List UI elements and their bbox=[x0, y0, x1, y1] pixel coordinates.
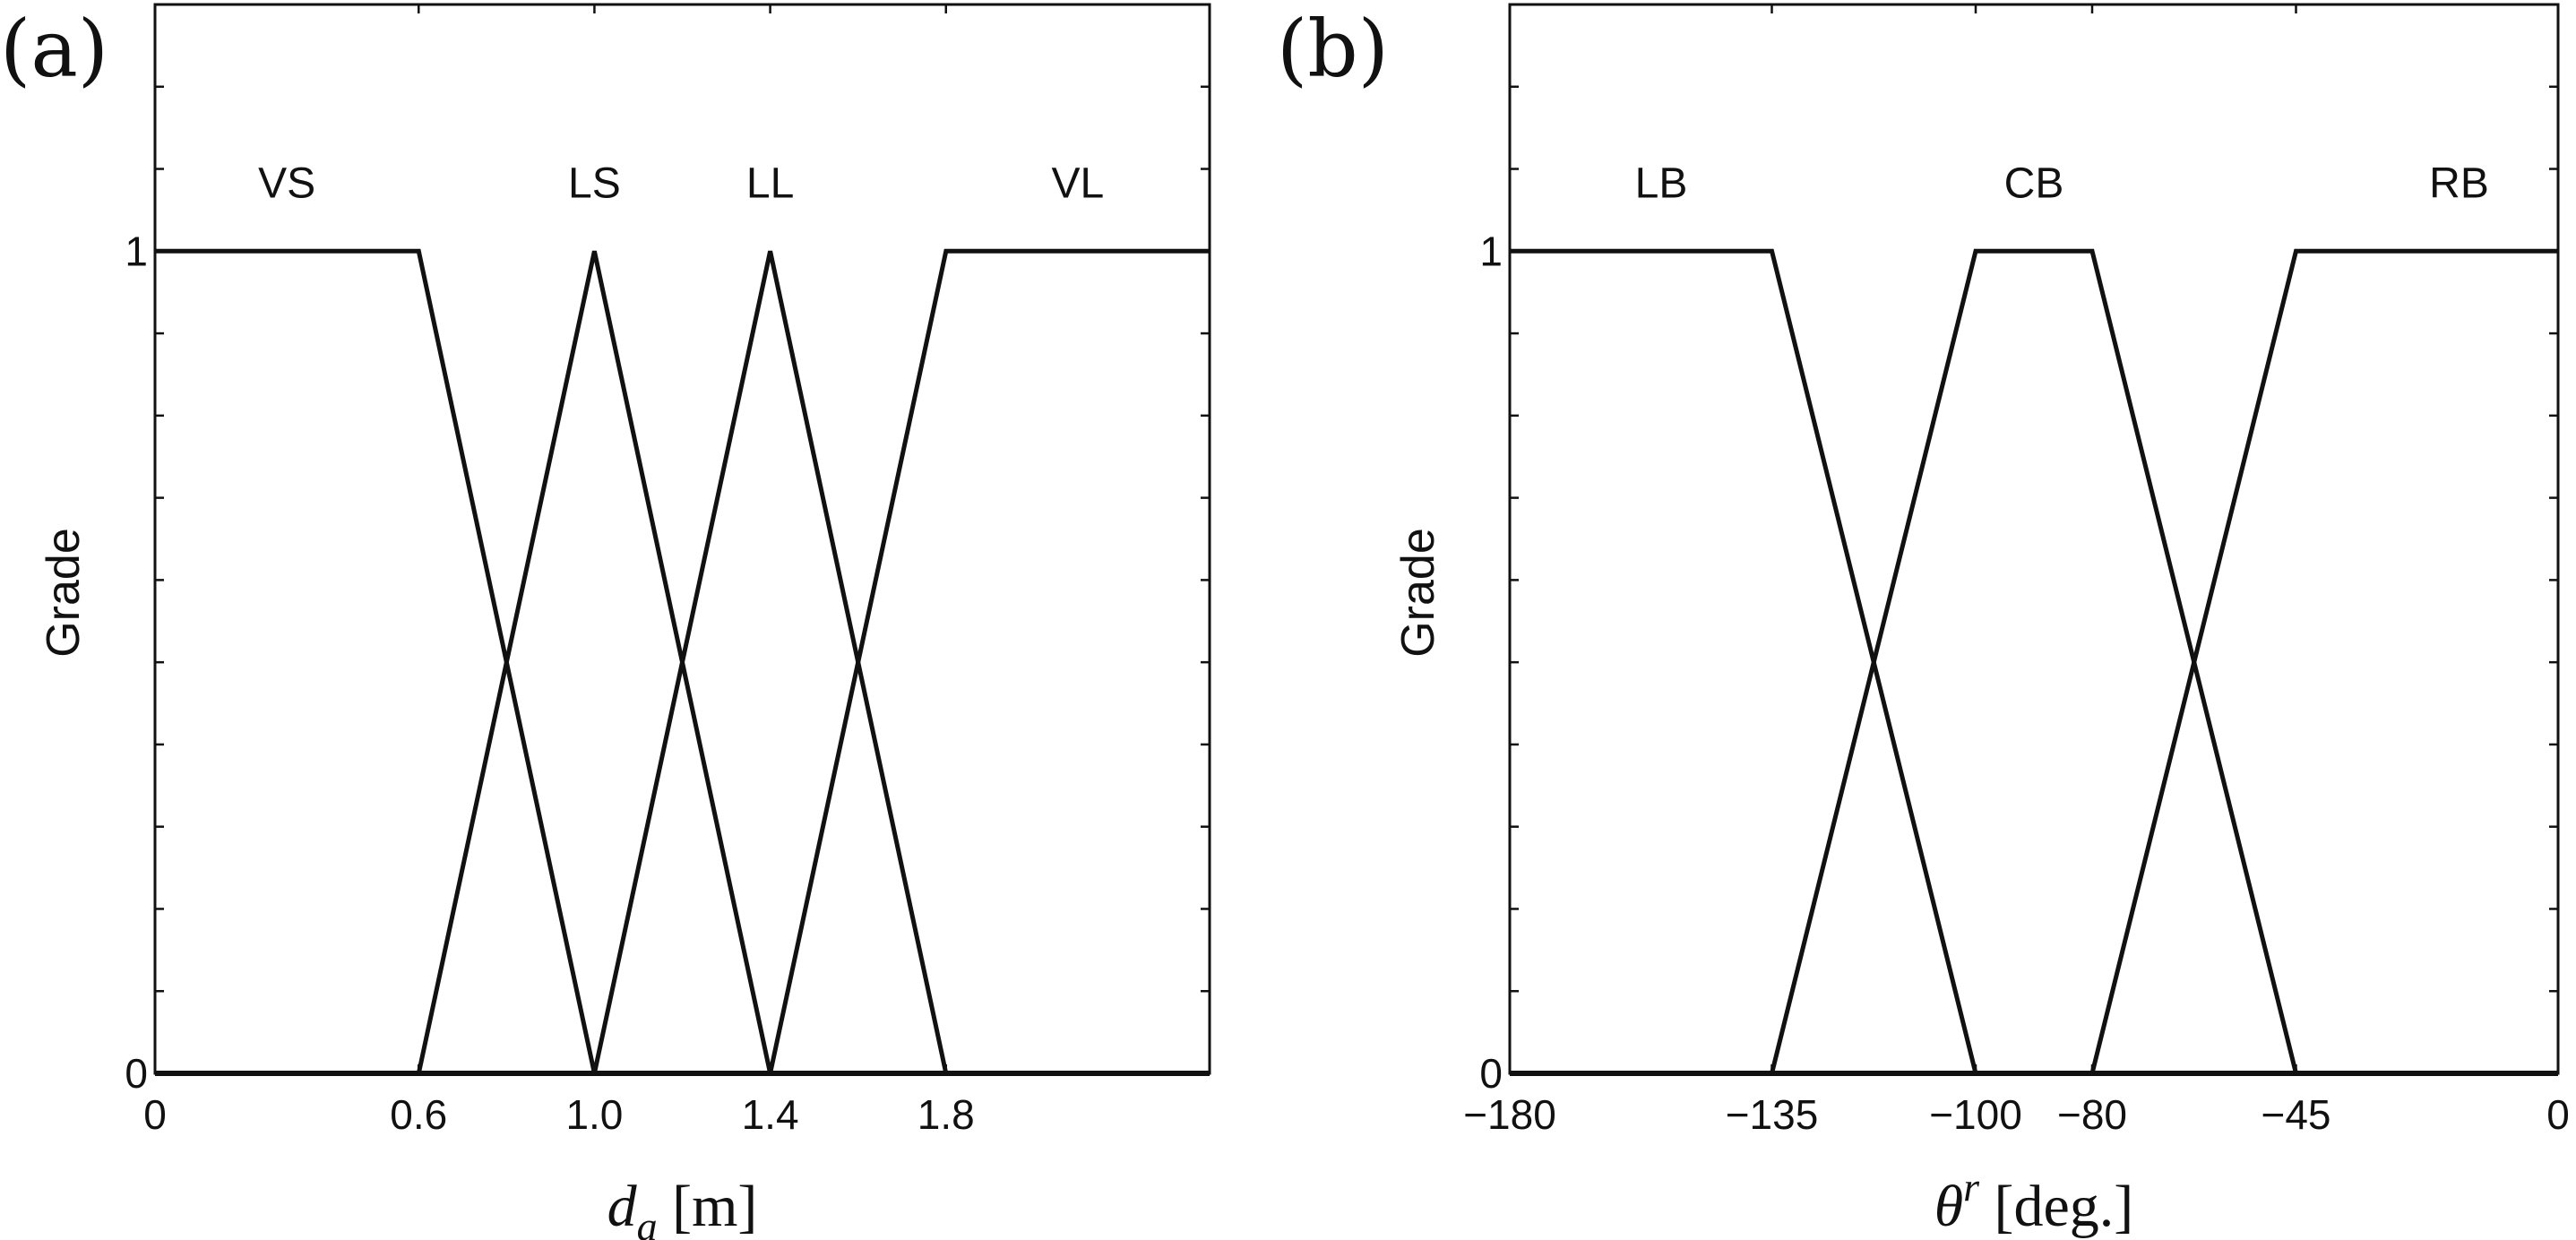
membership-cb bbox=[1510, 248, 2558, 1076]
set-label-ls: LS bbox=[568, 159, 621, 207]
panel-a-distance-membership: (a) 0 0.6 1.0 1.4 1.8 0 1 Grade da [m] VS LS LL VL bbox=[0, 3, 1211, 1240]
x-tick-label: 0.6 bbox=[390, 1091, 447, 1138]
set-label-ll: LL bbox=[746, 159, 794, 207]
membership-vl bbox=[155, 248, 1210, 1076]
set-label-vs: VS bbox=[258, 159, 315, 207]
x-tick-label: 0 bbox=[2546, 1091, 2570, 1138]
x-tick-label: −100 bbox=[1929, 1091, 2022, 1138]
x-tick-label: −80 bbox=[2057, 1091, 2127, 1138]
x-tick-label: −45 bbox=[2261, 1091, 2330, 1138]
panel-letter: (b) bbox=[1277, 3, 1389, 95]
membership-ll bbox=[155, 250, 1210, 1076]
y-tick-label: 1 bbox=[1479, 228, 1503, 274]
x-tick-label: −135 bbox=[1726, 1091, 1819, 1138]
membership-lb bbox=[1510, 248, 2558, 1076]
set-label-cb: CB bbox=[2004, 159, 2064, 207]
set-label-rb: RB bbox=[2429, 159, 2489, 207]
x-tick-label: −180 bbox=[1463, 1091, 1556, 1138]
x-axis-title: θr [deg.] bbox=[1934, 1164, 2134, 1239]
x-tick-label: 1.4 bbox=[742, 1091, 799, 1138]
x-tick-label: 1.8 bbox=[918, 1091, 975, 1138]
panel-letter: (a) bbox=[0, 3, 108, 95]
y-axis-title: Grade bbox=[1392, 528, 1444, 658]
set-label-lb: LB bbox=[1635, 159, 1688, 207]
set-label-vl: VL bbox=[1052, 159, 1105, 207]
y-tick-label: 0 bbox=[1479, 1050, 1503, 1097]
x-tick-label: 0 bbox=[143, 1091, 167, 1138]
panel-b-angle-membership: (b) −180 −135 −100 −80 −45 0 0 1 Grade θr [deg.] LB… bbox=[1277, 3, 2570, 1239]
y-tick-label: 0 bbox=[125, 1050, 148, 1097]
y-axis-title: Grade bbox=[38, 528, 90, 658]
y-tick-label: 1 bbox=[125, 228, 148, 274]
x-tick-label: 1.0 bbox=[565, 1091, 623, 1138]
membership-rb bbox=[1510, 248, 2558, 1076]
x-axis-title: da [m] bbox=[607, 1174, 758, 1240]
